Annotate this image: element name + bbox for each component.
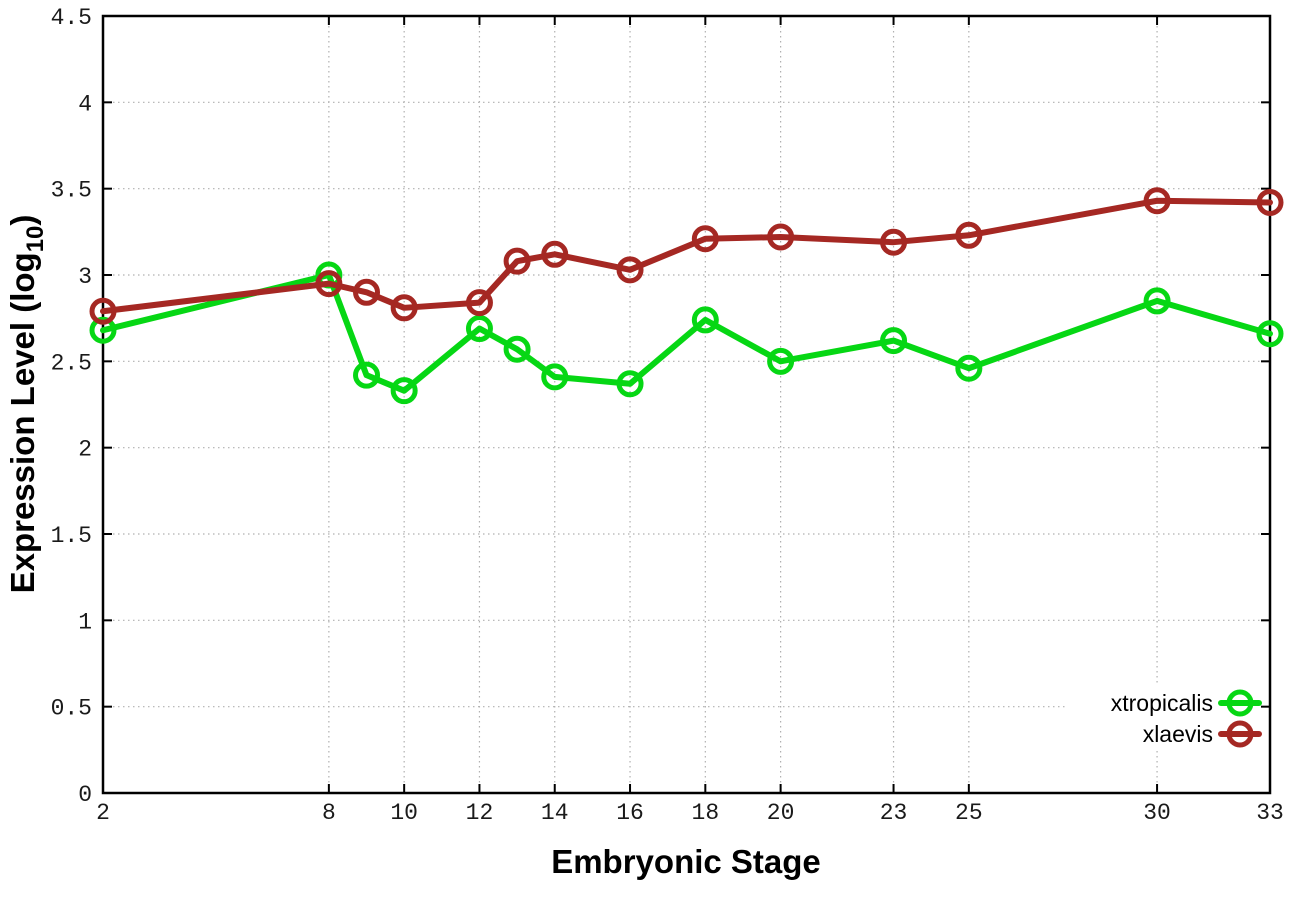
y-tick-label: 1.5 — [51, 523, 92, 549]
data-point-xlaevis — [541, 240, 569, 268]
data-point-xtropicalis — [541, 363, 569, 391]
legend-markers — [1218, 689, 1262, 748]
data-point-xtropicalis — [353, 361, 381, 389]
tick-labels: 2 8 10 12 14 16 18 20 23 25 30 33 0 0.5 1 1.5 2 2.5 3 3.5 4 4… — [51, 5, 1284, 826]
y-tick-label: 0 — [78, 782, 92, 808]
axis-frame — [101, 14, 1272, 795]
x-tick-label: 20 — [767, 800, 795, 826]
legend-label-xlaevis: xlaevis — [1143, 721, 1213, 747]
y-axis-title-end: ) — [4, 215, 41, 226]
y-axis-title-main: Expression Level (log — [4, 252, 41, 593]
y-axis-title: Expression Level (log10) — [4, 215, 49, 594]
data-point-xlaevis — [390, 294, 418, 322]
data-point-xtropicalis — [955, 354, 983, 382]
data-point-xlaevis — [1256, 188, 1284, 216]
x-tick-label: 10 — [390, 800, 418, 826]
data-point-xtropicalis — [767, 347, 795, 375]
y-tick-label: 3 — [78, 264, 92, 290]
x-tick-label: 33 — [1256, 800, 1284, 826]
x-tick-label: 2 — [96, 800, 110, 826]
data-point-xtropicalis — [1143, 287, 1171, 315]
y-tick-label: 4 — [78, 91, 92, 117]
data-point-xtropicalis — [691, 306, 719, 334]
data-point-xtropicalis — [1256, 320, 1284, 348]
x-tick-label: 30 — [1143, 800, 1171, 826]
x-tick-label: 16 — [616, 800, 644, 826]
data-point-xlaevis — [1143, 187, 1171, 215]
data-point-xtropicalis — [503, 335, 531, 363]
x-tick-label: 23 — [880, 800, 908, 826]
legend-marker-xtropicalis — [1226, 689, 1254, 717]
data-point-xtropicalis — [465, 315, 493, 343]
data-point-xtropicalis — [89, 316, 117, 344]
y-tick-label: 2.5 — [51, 350, 92, 376]
series-line-xlaevis — [100, 197, 1273, 315]
data-point-xlaevis — [465, 289, 493, 317]
y-tick-label: 4.5 — [51, 5, 92, 31]
data-point-xlaevis — [353, 278, 381, 306]
data-point-xtropicalis — [616, 370, 644, 398]
y-tick-label: 3.5 — [51, 178, 92, 204]
data-point-xlaevis — [880, 228, 908, 256]
data-series — [89, 187, 1284, 405]
data-point-xlaevis — [89, 297, 117, 325]
data-point-xlaevis — [616, 256, 644, 284]
x-tick-label: 18 — [692, 800, 720, 826]
data-point-xtropicalis — [880, 327, 908, 355]
plot-border — [101, 14, 1272, 795]
x-tick-label: 12 — [466, 800, 494, 826]
grid-lines — [102, 15, 1271, 794]
x-tick-label: 25 — [955, 800, 983, 826]
data-point-xtropicalis — [390, 377, 418, 405]
x-tick-label: 14 — [541, 800, 569, 826]
data-point-xlaevis — [503, 247, 531, 275]
data-point-xlaevis — [691, 225, 719, 253]
y-tick-label: 1 — [78, 609, 92, 635]
data-point-xlaevis — [767, 223, 795, 251]
legend-label-xtropicalis: xtropicalis — [1111, 690, 1213, 716]
x-axis-title: Embryonic Stage — [551, 843, 821, 880]
y-axis-title-subscript: 10 — [22, 226, 49, 253]
data-point-xlaevis — [315, 270, 343, 298]
y-tick-label: 2 — [78, 437, 92, 463]
y-tick-label: 0.5 — [51, 696, 92, 722]
x-tick-label: 8 — [322, 800, 336, 826]
legend-marker-xlaevis — [1226, 720, 1254, 748]
data-point-xlaevis — [955, 221, 983, 249]
